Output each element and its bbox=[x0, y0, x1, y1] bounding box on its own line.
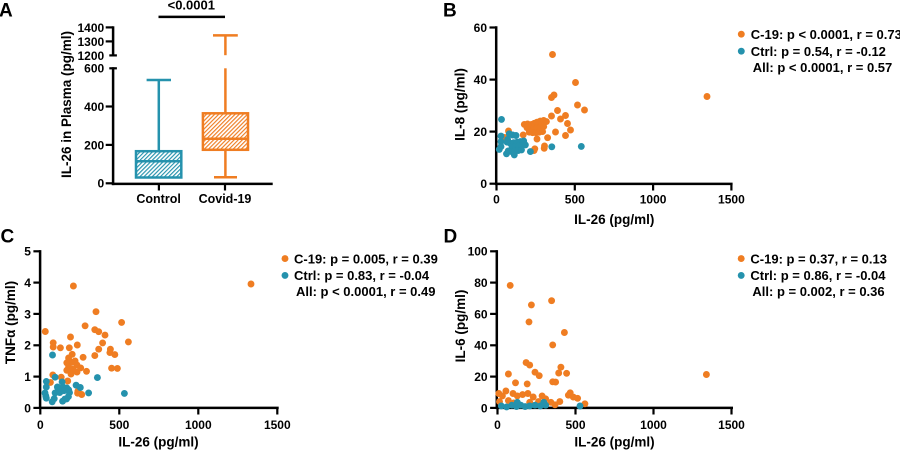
svg-text:0: 0 bbox=[98, 177, 105, 191]
svg-text:100: 100 bbox=[468, 245, 488, 259]
svg-text:4: 4 bbox=[24, 276, 31, 290]
svg-text:C: C bbox=[1, 226, 15, 247]
svg-text:IL-6 (pg/ml): IL-6 (pg/ml) bbox=[453, 290, 468, 363]
svg-text:500: 500 bbox=[109, 418, 129, 432]
svg-text:500: 500 bbox=[565, 418, 585, 432]
svg-text:1400: 1400 bbox=[77, 21, 104, 35]
svg-text:40: 40 bbox=[474, 73, 488, 87]
svg-text:D: D bbox=[444, 226, 458, 247]
svg-text:All: p < 0.0001, r = 0.57: All: p < 0.0001, r = 0.57 bbox=[753, 60, 892, 75]
svg-text:0: 0 bbox=[493, 193, 500, 207]
svg-text:3: 3 bbox=[24, 307, 31, 321]
svg-text:1200: 1200 bbox=[77, 49, 104, 63]
svg-text:200: 200 bbox=[84, 138, 104, 152]
svg-text:40: 40 bbox=[474, 339, 488, 353]
svg-text:IL-26 (pg/ml): IL-26 (pg/ml) bbox=[118, 434, 198, 449]
svg-text:0: 0 bbox=[37, 418, 44, 432]
svg-text:Ctrl: p = 0.54, r = -0.12: Ctrl: p = 0.54, r = -0.12 bbox=[751, 44, 886, 59]
svg-text:0: 0 bbox=[481, 401, 488, 415]
svg-text:Ctrl: p = 0.86, r = -0.04: Ctrl: p = 0.86, r = -0.04 bbox=[750, 268, 886, 283]
svg-text:B: B bbox=[443, 1, 457, 22]
svg-text:IL-26 (pg/ml): IL-26 (pg/ml) bbox=[574, 212, 654, 227]
svg-text:Covid-19: Covid-19 bbox=[199, 192, 252, 206]
svg-text:60: 60 bbox=[474, 21, 488, 35]
svg-text:0: 0 bbox=[24, 401, 31, 415]
svg-text:C-19: p = 0.37, r = 0.13: C-19: p = 0.37, r = 0.13 bbox=[750, 251, 887, 266]
svg-text:IL-26 (pg/ml): IL-26 (pg/ml) bbox=[574, 434, 654, 449]
svg-text:400: 400 bbox=[84, 100, 104, 114]
svg-text:500: 500 bbox=[565, 193, 585, 207]
svg-text:IL-8 (pg/ml): IL-8 (pg/ml) bbox=[453, 68, 468, 141]
svg-text:<0.0001: <0.0001 bbox=[168, 0, 215, 13]
svg-text:60: 60 bbox=[474, 307, 488, 321]
svg-text:1: 1 bbox=[24, 370, 31, 384]
svg-text:1000: 1000 bbox=[640, 193, 667, 207]
svg-text:Ctrl: p = 0.83, r = -0.04: Ctrl: p = 0.83, r = -0.04 bbox=[294, 268, 430, 283]
svg-text:5: 5 bbox=[24, 245, 31, 259]
svg-text:1500: 1500 bbox=[718, 418, 745, 432]
svg-text:1500: 1500 bbox=[264, 418, 291, 432]
svg-text:80: 80 bbox=[474, 276, 488, 290]
svg-text:600: 600 bbox=[84, 62, 104, 76]
svg-text:1300: 1300 bbox=[77, 35, 104, 49]
svg-text:All: p = 0.002, r = 0.36: All: p = 0.002, r = 0.36 bbox=[752, 284, 884, 299]
svg-text:C-19: p < 0.0001, r = 0.73: C-19: p < 0.0001, r = 0.73 bbox=[751, 27, 900, 42]
svg-text:0: 0 bbox=[480, 177, 487, 191]
svg-text:1500: 1500 bbox=[718, 193, 745, 207]
svg-text:IL-26 in Plasma (pg/ml): IL-26 in Plasma (pg/ml) bbox=[59, 31, 74, 178]
svg-text:0: 0 bbox=[494, 418, 501, 432]
svg-text:2: 2 bbox=[24, 339, 31, 353]
svg-text:A: A bbox=[0, 1, 13, 22]
svg-text:All: p < 0.0001, r = 0.49: All: p < 0.0001, r = 0.49 bbox=[296, 284, 435, 299]
svg-text:20: 20 bbox=[474, 370, 488, 384]
svg-text:Control: Control bbox=[136, 192, 180, 206]
svg-text:1000: 1000 bbox=[640, 418, 667, 432]
svg-text:1000: 1000 bbox=[185, 418, 212, 432]
svg-text:20: 20 bbox=[474, 125, 488, 139]
svg-text:TNFα (pg/ml): TNFα (pg/ml) bbox=[3, 281, 18, 364]
svg-text:C-19: p = 0.005, r = 0.39: C-19: p = 0.005, r = 0.39 bbox=[294, 251, 438, 266]
